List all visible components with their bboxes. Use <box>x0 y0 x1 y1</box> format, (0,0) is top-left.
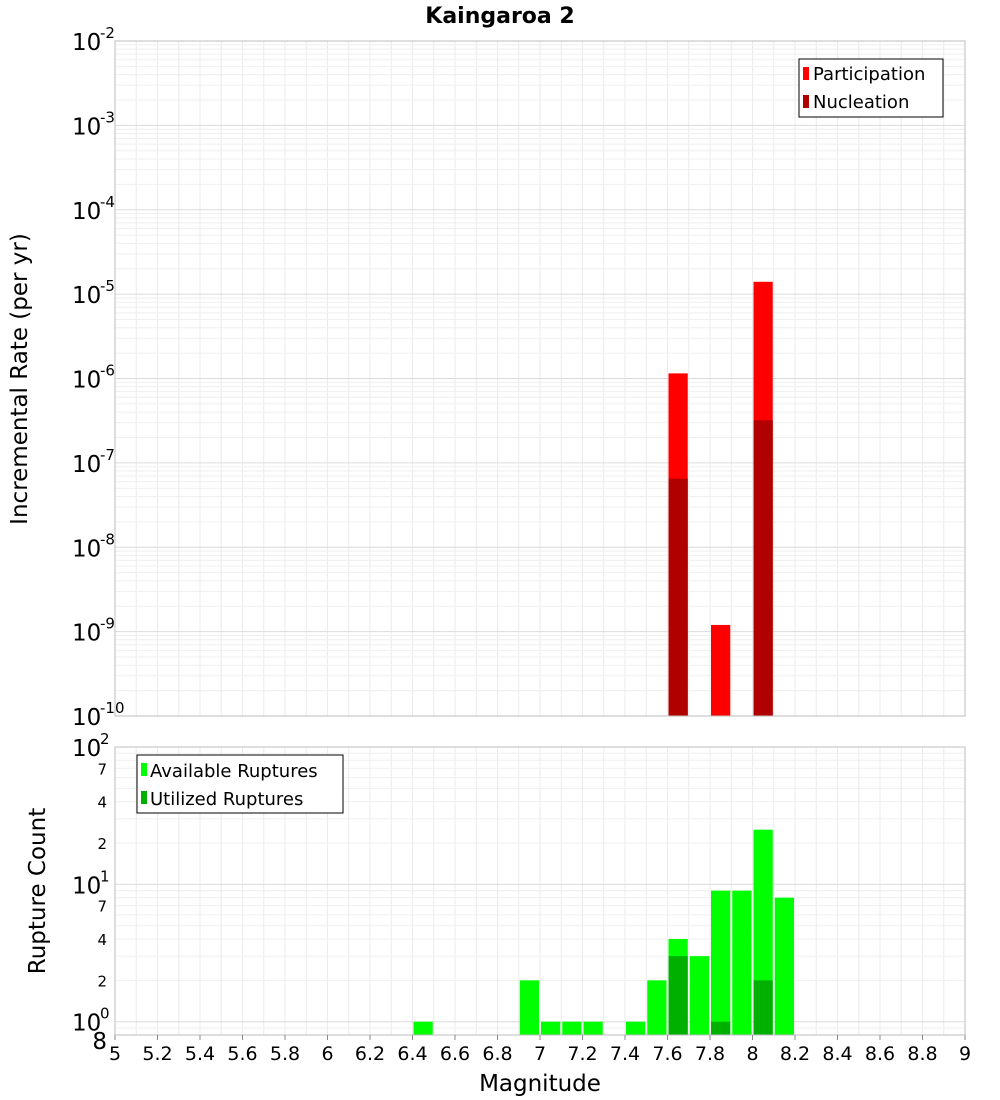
y-tick-exponent: -10 <box>100 699 125 717</box>
rate-legend-box <box>798 58 944 118</box>
y-tick-label: 10 <box>72 368 101 394</box>
rate-y-axis-label: Incremental Rate (per yr) <box>7 233 33 525</box>
y-tick-label: 10 <box>72 452 101 478</box>
x-tick-label: 7.8 <box>695 1043 725 1065</box>
y-tick-exponent: -3 <box>100 108 115 126</box>
count-bar-available-ruptures <box>711 890 731 1035</box>
y-tick-exponent: -5 <box>100 277 115 295</box>
count-bar-available-ruptures <box>647 980 667 1035</box>
y-minor-tick-label: 7 <box>97 760 107 778</box>
rate-bar-nucleation <box>753 420 773 716</box>
nucleation-legend-label: Nucleation <box>813 92 909 113</box>
y-tick-exponent: 2 <box>100 730 110 748</box>
x-tick-label: 6.8 <box>482 1043 512 1065</box>
count-bar-available-ruptures <box>774 897 794 1035</box>
rate-bar-participation <box>711 624 731 716</box>
rate-plot-grid <box>114 40 966 717</box>
y-tick-label: 10 <box>72 1011 101 1037</box>
y-tick-exponent: -7 <box>100 446 115 464</box>
magnitude-x-ticks: 5 5.2 5.4 5.6 5.8 6 6.2 6.4 6.6 6.8 7 7.2 7.4 7.6 7.8 8… <box>109 1035 971 1065</box>
x-tick-label: 5.4 <box>185 1043 215 1065</box>
y-tick-label: 10 <box>72 283 101 309</box>
chart-title: Kaingaroa 2 <box>425 4 574 29</box>
x-tick-label: 6.6 <box>440 1043 470 1065</box>
rate-bar-nucleation <box>668 478 688 716</box>
participation-legend-swatch <box>803 67 809 80</box>
count-bar-available-ruptures <box>541 1021 561 1035</box>
y-tick-exponent: -4 <box>100 193 115 211</box>
count-bar-available-ruptures <box>413 1021 433 1035</box>
rate-legend: Participation Nucleation <box>798 58 944 118</box>
count-bar-available-ruptures <box>732 890 752 1035</box>
x-tick-label: 6 <box>321 1043 333 1065</box>
x-tick-label: 5.2 <box>142 1043 172 1065</box>
rate-plot: 10-210-310-410-510-610-710-810-910-10 In… <box>7 24 966 731</box>
y-tick-exponent: -2 <box>100 24 115 42</box>
y-tick-exponent: 0 <box>100 1005 110 1023</box>
x-tick-label: 7.4 <box>610 1043 640 1065</box>
utilized-legend-swatch <box>141 791 147 804</box>
rate-plot-bars <box>668 281 773 716</box>
count-bar-available-ruptures <box>562 1021 582 1035</box>
count-bar-utilized-ruptures <box>753 980 773 1035</box>
x-tick-label: 8.6 <box>865 1043 895 1065</box>
count-y-axis-label: Rupture Count <box>25 808 51 974</box>
x-tick-label: 6.2 <box>355 1043 385 1065</box>
count-bar-available-ruptures <box>626 1021 646 1035</box>
y-tick-label: 10 <box>72 736 101 762</box>
count-bar-utilized-ruptures <box>668 956 688 1035</box>
x-tick-label: 8.4 <box>822 1043 852 1065</box>
rate-plot-frame <box>114 40 966 717</box>
y-minor-tick-label: 8 <box>92 1029 107 1055</box>
y-tick-exponent: -9 <box>100 615 115 633</box>
count-legend: Available Ruptures Utilized Ruptures <box>136 754 344 814</box>
x-axis-label: Magnitude <box>479 1071 601 1097</box>
y-minor-tick-label: 7 <box>97 898 107 916</box>
x-tick-label: 5.6 <box>227 1043 257 1065</box>
x-tick-label: 5.8 <box>270 1043 300 1065</box>
utilized-legend-label: Utilized Ruptures <box>150 789 303 810</box>
available-legend-label: Available Ruptures <box>150 761 318 782</box>
y-tick-label: 10 <box>72 873 101 899</box>
x-tick-label: 7.6 <box>652 1043 682 1065</box>
y-tick-exponent: -6 <box>100 362 115 380</box>
count-bar-available-ruptures <box>583 1021 603 1035</box>
y-tick-exponent: 1 <box>100 867 110 885</box>
x-tick-label: 8 <box>746 1043 758 1065</box>
x-tick-label: 7.2 <box>567 1043 597 1065</box>
x-tick-label: 5 <box>109 1043 121 1065</box>
y-tick-label: 10 <box>72 536 101 562</box>
x-tick-label: 7 <box>534 1043 546 1065</box>
count-bar-available-ruptures <box>689 956 709 1035</box>
nucleation-legend-swatch <box>803 95 809 108</box>
rate-y-ticks: 10-210-310-410-510-610-710-810-910-10 <box>72 24 125 731</box>
x-tick-label: 8.8 <box>907 1043 937 1065</box>
y-tick-label: 10 <box>72 30 101 56</box>
available-legend-swatch <box>141 763 147 776</box>
count-bar-utilized-ruptures <box>711 1021 731 1035</box>
participation-legend-label: Participation <box>813 64 925 85</box>
y-minor-tick-label: 2 <box>97 835 107 853</box>
count-bar-available-ruptures <box>519 980 539 1035</box>
y-tick-exponent: -8 <box>100 530 115 548</box>
y-minor-tick-label: 4 <box>97 931 107 949</box>
x-tick-label: 8.2 <box>780 1043 810 1065</box>
y-tick-label: 10 <box>72 199 101 225</box>
x-tick-label: 6.4 <box>397 1043 427 1065</box>
y-tick-label: 10 <box>72 621 101 647</box>
y-minor-tick-label: 4 <box>97 794 107 812</box>
y-minor-tick-label: 2 <box>97 972 107 990</box>
x-tick-label: 9 <box>959 1043 971 1065</box>
count-plot-bars <box>413 829 794 1035</box>
count-legend-box <box>136 754 344 814</box>
y-tick-label: 10 <box>72 114 101 140</box>
y-tick-label: 10 <box>72 705 101 731</box>
